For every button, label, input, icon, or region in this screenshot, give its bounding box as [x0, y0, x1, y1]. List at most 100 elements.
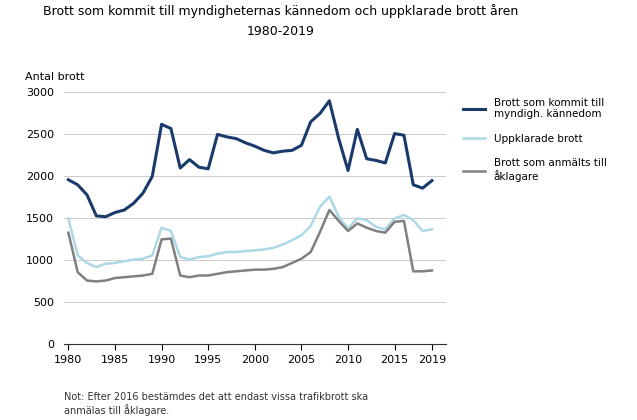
Uppklarade brott [120, 259, 128, 264]
Brott som kommit till
myndigh. kännedom [213, 132, 221, 137]
Uppklarade brott [307, 223, 315, 228]
Brott som kommit till
myndigh. kännedom [307, 119, 315, 124]
Brott som kommit till
myndigh. kännedom [83, 192, 91, 197]
Brott som anmälts till
åklagare [326, 207, 333, 213]
Uppklarade brott [410, 218, 417, 223]
Brott som kommit till
myndigh. kännedom [372, 158, 380, 163]
Line: Uppklarade brott: Uppklarade brott [68, 197, 432, 267]
Brott som anmälts till
åklagare [213, 271, 221, 276]
Brott som anmälts till
åklagare [148, 271, 156, 276]
Uppklarade brott [289, 238, 296, 243]
Brott som anmälts till
åklagare [269, 266, 277, 271]
Brott som kommit till
myndigh. kännedom [261, 148, 268, 153]
Brott som kommit till
myndigh. kännedom [64, 177, 72, 182]
Brott som anmälts till
åklagare [363, 225, 371, 230]
Brott som kommit till
myndigh. kännedom [326, 98, 333, 103]
Brott som kommit till
myndigh. kännedom [111, 210, 118, 215]
Uppklarade brott [363, 218, 371, 223]
Brott som kommit till
myndigh. kännedom [241, 140, 249, 145]
Brott som kommit till
myndigh. kännedom [335, 136, 343, 141]
Brott som kommit till
myndigh. kännedom [279, 149, 287, 154]
Text: 1980-2019: 1980-2019 [247, 25, 314, 38]
Brott som anmälts till
åklagare [307, 249, 315, 255]
Brott som kommit till
myndigh. kännedom [289, 148, 296, 153]
Brott som kommit till
myndigh. kännedom [410, 182, 417, 187]
Line: Brott som anmälts till
åklagare: Brott som anmälts till åklagare [68, 210, 432, 281]
Brott som kommit till
myndigh. kännedom [167, 126, 175, 131]
Uppklarade brott [241, 249, 249, 254]
Uppklarade brott [111, 260, 118, 265]
Text: Not: Efter 2016 bestämdes det att endast vissa trafikbrott ska
anmälas till åkla: Not: Efter 2016 bestämdes det att endast… [64, 392, 368, 416]
Brott som kommit till
myndigh. kännedom [363, 156, 371, 161]
Uppklarade brott [158, 225, 166, 230]
Uppklarade brott [428, 227, 436, 232]
Brott som anmälts till
åklagare [316, 229, 324, 234]
Brott som kommit till
myndigh. kännedom [428, 178, 436, 183]
Brott som anmälts till
åklagare [400, 218, 408, 223]
Brott som kommit till
myndigh. kännedom [92, 213, 100, 218]
Brott som kommit till
myndigh. kännedom [102, 214, 110, 219]
Uppklarade brott [195, 255, 203, 260]
Brott som anmälts till
åklagare [344, 228, 352, 234]
Brott som anmälts till
åklagare [130, 274, 138, 279]
Brott som anmälts till
åklagare [120, 275, 128, 280]
Uppklarade brott [167, 228, 175, 234]
Brott som kommit till
myndigh. kännedom [195, 165, 203, 170]
Brott som anmälts till
åklagare [167, 236, 175, 241]
Uppklarade brott [326, 194, 333, 199]
Brott som anmälts till
åklagare [223, 270, 231, 275]
Brott som kommit till
myndigh. kännedom [419, 186, 426, 191]
Uppklarade brott [297, 233, 305, 238]
Brott som anmälts till
åklagare [233, 269, 240, 274]
Brott som kommit till
myndigh. kännedom [139, 191, 147, 196]
Brott som kommit till
myndigh. kännedom [269, 150, 277, 155]
Uppklarade brott [102, 261, 110, 266]
Brott som kommit till
myndigh. kännedom [148, 174, 156, 179]
Uppklarade brott [382, 227, 389, 232]
Brott som anmälts till
åklagare [279, 265, 287, 270]
Uppklarade brott [186, 257, 194, 262]
Brott som anmälts till
åklagare [74, 270, 82, 275]
Uppklarade brott [372, 224, 380, 229]
Uppklarade brott [148, 253, 156, 258]
Brott som kommit till
myndigh. kännedom [297, 143, 305, 148]
Brott som anmälts till
åklagare [391, 219, 399, 224]
Uppklarade brott [130, 257, 138, 262]
Uppklarade brott [83, 260, 91, 265]
Uppklarade brott [213, 251, 221, 256]
Brott som anmälts till
åklagare [410, 269, 417, 274]
Brott som kommit till
myndigh. kännedom [186, 157, 194, 162]
Uppklarade brott [139, 256, 147, 261]
Uppklarade brott [335, 214, 343, 219]
Brott som kommit till
myndigh. kännedom [382, 160, 389, 165]
Brott som anmälts till
åklagare [241, 268, 249, 273]
Brott som kommit till
myndigh. kännedom [354, 127, 361, 132]
Brott som anmälts till
åklagare [176, 273, 184, 278]
Uppklarade brott [391, 216, 399, 221]
Brott som kommit till
myndigh. kännedom [400, 133, 408, 138]
Brott som kommit till
myndigh. kännedom [130, 201, 138, 206]
Brott som anmälts till
åklagare [251, 267, 259, 272]
Uppklarade brott [233, 249, 240, 255]
Uppklarade brott [279, 242, 287, 247]
Brott som kommit till
myndigh. kännedom [176, 165, 184, 171]
Brott som kommit till
myndigh. kännedom [204, 166, 212, 171]
Brott som anmälts till
åklagare [289, 260, 296, 265]
Brott som anmälts till
åklagare [186, 275, 194, 280]
Brott som anmälts till
åklagare [428, 268, 436, 273]
Brott som anmälts till
åklagare [102, 278, 110, 283]
Brott som kommit till
myndigh. kännedom [316, 111, 324, 116]
Brott som anmälts till
åklagare [335, 218, 343, 223]
Brott som kommit till
myndigh. kännedom [391, 131, 399, 136]
Brott som anmälts till
åklagare [92, 279, 100, 284]
Brott som anmälts till
åklagare [195, 273, 203, 278]
Brott som anmälts till
åklagare [158, 237, 166, 242]
Uppklarade brott [316, 204, 324, 209]
Uppklarade brott [176, 255, 184, 260]
Uppklarade brott [204, 254, 212, 259]
Uppklarade brott [344, 226, 352, 231]
Brott som kommit till
myndigh. kännedom [120, 207, 128, 213]
Uppklarade brott [354, 216, 361, 221]
Legend: Brott som kommit till
myndigh. kännedom, Uppklarade brott, Brott som anmälts til: Brott som kommit till myndigh. kännedom,… [462, 97, 606, 182]
Uppklarade brott [269, 245, 277, 250]
